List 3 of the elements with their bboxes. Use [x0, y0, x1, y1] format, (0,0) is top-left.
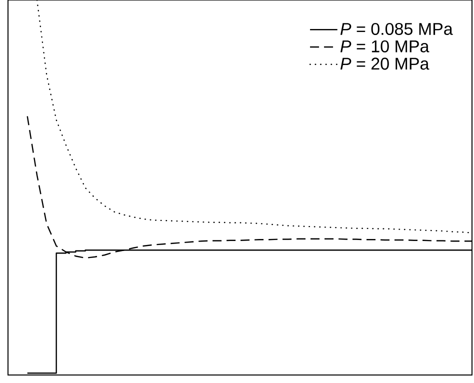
legend-label: P = 10 MPa	[340, 40, 430, 52]
legend-label: P = 20 MPa	[340, 58, 430, 70]
legend-label: P = 0.085 MPa	[340, 22, 453, 35]
